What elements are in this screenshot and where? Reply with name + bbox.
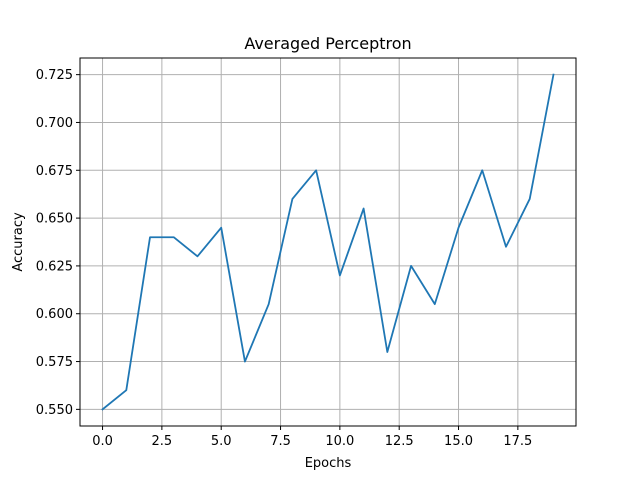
x-tick-label: 2.5 <box>152 434 173 449</box>
x-tick-label: 0.0 <box>92 434 113 449</box>
y-tick-label: 0.650 <box>36 212 73 227</box>
plot-frame <box>79 57 577 427</box>
chart-title: Averaged Perceptron <box>244 34 411 53</box>
x-tick-label: 5.0 <box>211 434 232 449</box>
y-tick-label: 0.600 <box>36 307 73 322</box>
y-tick-label: 0.725 <box>36 68 73 83</box>
series-line <box>101 73 555 411</box>
y-tick-label: 0.575 <box>36 355 73 370</box>
tick-layer: 0.0 2.5 5.0 7.5 10.0 12.5 15.0 17.5 0.550 0.575 0.… <box>36 68 533 449</box>
y-tick-label: 0.625 <box>36 259 73 274</box>
x-tick-label: 12.5 <box>385 434 414 449</box>
y-tick-label: 0.550 <box>36 403 73 418</box>
x-tick-label: 15.0 <box>444 434 473 449</box>
line-layer <box>101 73 555 411</box>
x-tick-label: 7.5 <box>270 434 291 449</box>
x-tick-label: 10.0 <box>325 434 354 449</box>
x-tick-label: 17.5 <box>503 434 532 449</box>
y-tick-label: 0.700 <box>36 116 73 131</box>
x-axis-label: Epochs <box>305 456 352 471</box>
y-tick-label: 0.675 <box>36 164 73 179</box>
grid-layer <box>80 58 576 426</box>
y-axis-label: Accuracy <box>11 212 26 272</box>
